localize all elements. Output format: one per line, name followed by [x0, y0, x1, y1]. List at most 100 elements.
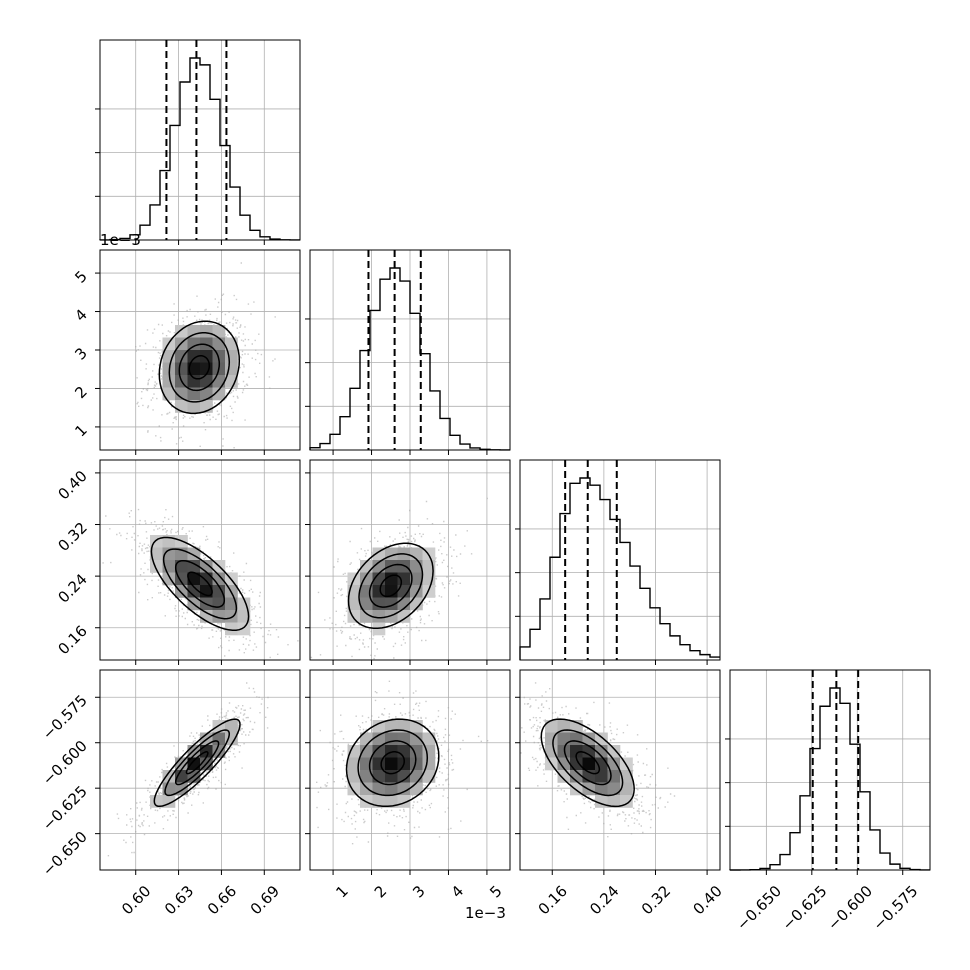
contour-2	[357, 729, 429, 797]
density-cell	[360, 610, 373, 623]
density-cell	[360, 745, 373, 758]
density-cell	[200, 325, 213, 338]
density-cell	[212, 745, 226, 758]
density-cell	[607, 782, 621, 796]
density-cell	[372, 745, 386, 758]
density-cell	[570, 745, 583, 758]
contour-3	[150, 536, 250, 632]
x-tick-label: 0.16	[535, 882, 571, 918]
y-tick-label: −0.600	[39, 737, 91, 789]
y-tick-label: 0.24	[54, 570, 90, 606]
y-tick-label: 1	[71, 421, 90, 440]
density-cell	[360, 597, 373, 611]
x-tick-label: 1	[332, 882, 351, 901]
scatter-panel-2-0	[99, 459, 301, 661]
density-cell	[385, 745, 398, 758]
density-cell	[422, 732, 436, 746]
density-cell	[187, 560, 201, 573]
density-cell	[397, 782, 411, 796]
x-tick-label: 4	[448, 882, 467, 901]
x-tick-label: 0.69	[247, 882, 283, 918]
panel-frame	[519, 459, 721, 661]
density-cell	[372, 770, 386, 783]
contour-3	[158, 320, 241, 415]
scatter-panel-2-1	[309, 459, 511, 661]
density-cell	[385, 610, 398, 623]
density-cell	[347, 757, 361, 771]
density-cell	[175, 770, 188, 783]
density-cell	[225, 375, 238, 388]
density-cell	[200, 375, 213, 388]
density-cell	[397, 732, 411, 746]
density-cell	[620, 770, 633, 783]
density-cell	[607, 745, 621, 758]
density-cell	[175, 362, 188, 376]
density-cell	[570, 732, 583, 746]
density-cell	[557, 732, 571, 746]
y-offset-label: 1e−3	[100, 231, 141, 249]
x-tick-label: 2	[371, 882, 390, 901]
density-cell	[212, 610, 226, 623]
density-cell	[347, 610, 361, 623]
contour-1	[563, 740, 612, 786]
y-tick-label: 0.32	[54, 519, 90, 555]
density-cell	[200, 337, 213, 351]
density-cell	[187, 350, 201, 363]
density-cell	[372, 720, 386, 733]
x-tick-label: 5	[486, 882, 505, 901]
density-cell	[200, 350, 213, 363]
density-cell	[347, 597, 361, 611]
density-cell	[212, 325, 226, 338]
contour-1	[174, 559, 226, 608]
x-tick-label: 0.24	[586, 882, 622, 918]
panel-frame	[729, 669, 931, 871]
x-tick-label: 0.66	[204, 882, 240, 918]
contour-3	[345, 718, 440, 808]
histogram-step-1	[309, 267, 510, 451]
density-cell	[385, 795, 398, 808]
y-tick-label: 4	[71, 306, 90, 325]
contour-0	[379, 574, 403, 598]
contour-1	[174, 740, 220, 786]
density-cell	[385, 782, 398, 796]
contour-0	[380, 751, 405, 775]
density-cell	[187, 585, 201, 598]
contour-1	[368, 563, 413, 608]
contour-0	[185, 751, 209, 775]
density-cell	[372, 757, 386, 771]
density-cell	[422, 585, 436, 598]
density-cell	[410, 585, 423, 598]
density-cell	[582, 745, 596, 758]
density-cell	[187, 375, 201, 388]
contour-2	[162, 548, 238, 620]
density-cell	[410, 597, 423, 611]
density-cell	[162, 782, 176, 796]
density-cell	[557, 770, 571, 783]
density-cell	[360, 560, 373, 573]
histogram-step-0	[99, 57, 300, 241]
contour-3	[347, 542, 434, 630]
density-cell	[595, 732, 608, 746]
histogram-panel-0	[95, 39, 301, 241]
density-cell	[212, 732, 226, 746]
density-cell	[607, 795, 621, 808]
scatter-panel-3-2	[519, 669, 721, 871]
density-cell	[410, 732, 423, 746]
density-cell	[385, 572, 398, 586]
density-cell	[212, 375, 226, 388]
histogram-step-3	[729, 687, 930, 871]
contour-2	[552, 729, 624, 797]
density-cell	[372, 610, 386, 623]
panel-frame	[99, 39, 301, 241]
density-cell	[545, 720, 558, 733]
contour-1	[368, 740, 417, 786]
density-cell	[225, 622, 238, 636]
density-cell	[225, 720, 238, 733]
density-cell	[397, 610, 411, 623]
density-cell	[570, 770, 583, 783]
y-tick-label: −0.575	[39, 691, 91, 743]
density-cell	[422, 757, 436, 771]
contour-2	[168, 331, 231, 403]
scatter-panel-3-1	[309, 669, 511, 871]
